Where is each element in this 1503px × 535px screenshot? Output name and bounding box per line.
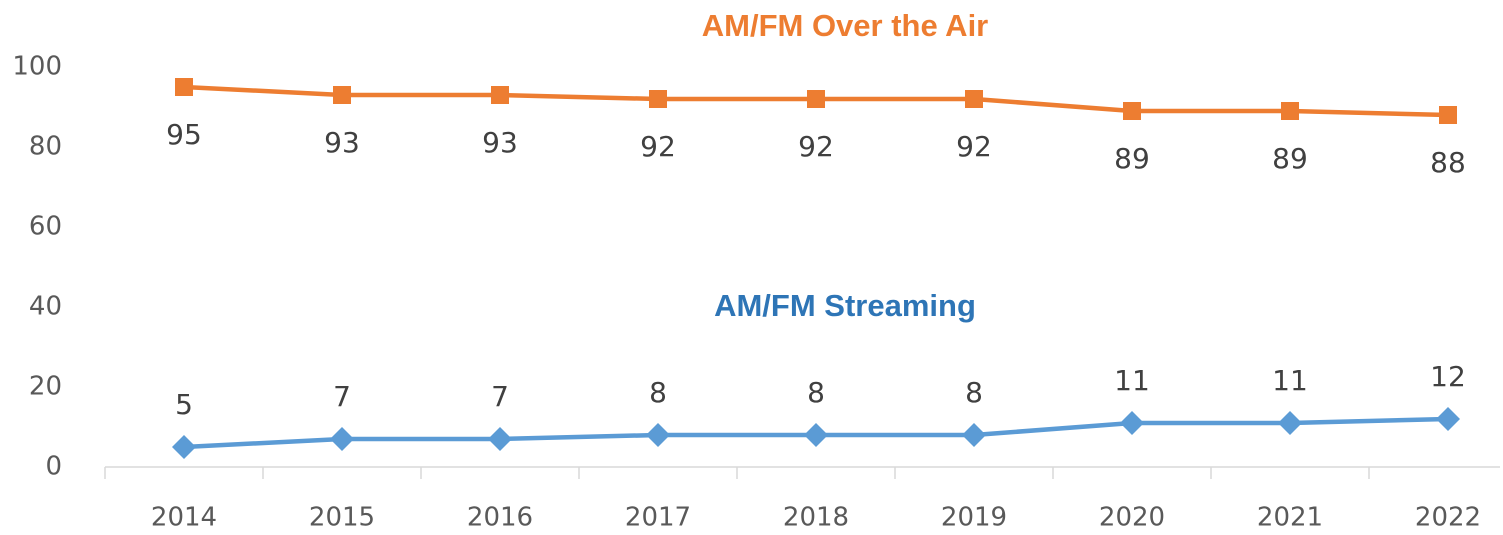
x-tick-label: 2019 [941,503,1007,533]
marker [333,86,351,104]
data-label: 12 [1430,360,1466,393]
y-tick-label: 0 [45,452,62,482]
x-tick-label: 2016 [467,503,533,533]
y-tick-label: 40 [29,292,62,322]
data-label: 8 [965,376,983,409]
marker [1123,102,1141,120]
data-label: 93 [482,126,518,159]
marker [175,78,193,96]
marker [491,86,509,104]
marker [804,423,828,447]
series-name: AM/FM Over the Air [702,8,989,43]
data-label: 11 [1272,364,1308,397]
marker [1120,411,1144,435]
data-label: 88 [1430,146,1466,179]
marker [1281,102,1299,120]
marker [1439,106,1457,124]
x-tick-label: 2018 [783,503,849,533]
data-label: 7 [491,380,509,413]
y-tick-label: 100 [12,52,62,82]
data-label: 92 [956,130,992,163]
marker [649,90,667,108]
data-label: 92 [798,130,834,163]
marker [965,90,983,108]
marker [330,427,354,451]
data-label: 95 [166,118,202,151]
marker [962,423,986,447]
x-tick-label: 2020 [1099,503,1165,533]
data-label: 89 [1272,142,1308,175]
marker [1278,411,1302,435]
y-tick-label: 80 [29,132,62,162]
data-label: 8 [649,376,667,409]
marker [488,427,512,451]
x-tick-label: 2014 [151,503,217,533]
x-tick-label: 2022 [1415,503,1481,533]
data-label: 11 [1114,364,1150,397]
data-label: 89 [1114,142,1150,175]
data-label: 92 [640,130,676,163]
series-name: AM/FM Streaming [714,288,976,323]
x-tick-label: 2017 [625,503,691,533]
x-tick-label: 2021 [1257,503,1323,533]
data-label: 5 [175,388,193,421]
marker [646,423,670,447]
data-label: 8 [807,376,825,409]
marker [172,435,196,459]
data-label: 93 [324,126,360,159]
y-tick-label: 20 [29,372,62,402]
x-tick-label: 2015 [309,503,375,533]
marker [807,90,825,108]
marker [1436,407,1460,431]
data-label: 7 [333,380,351,413]
y-tick-label: 60 [29,212,62,242]
